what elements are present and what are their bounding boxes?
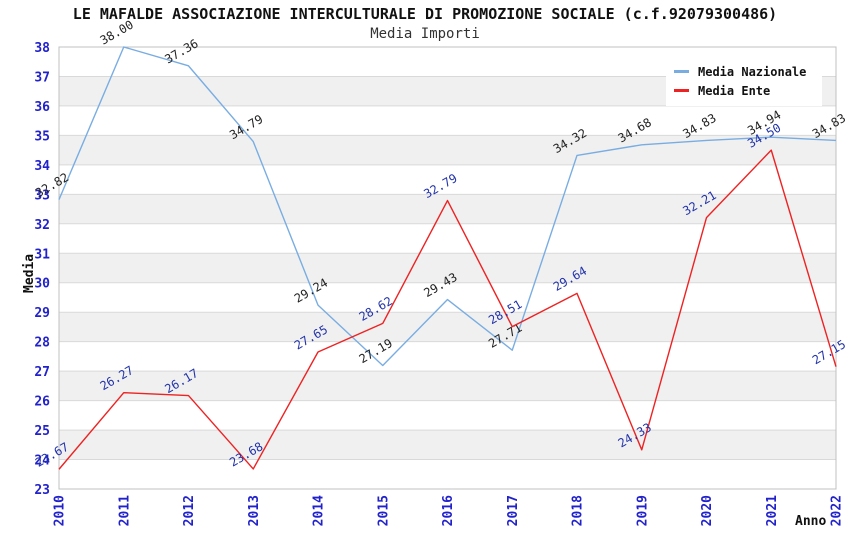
- plot-band: [59, 164, 836, 195]
- legend-label-media-nazionale: Media Nazionale: [698, 64, 807, 79]
- plot-band: [59, 223, 836, 254]
- legend-item-media-nazionale: Media Nazionale: [674, 62, 822, 81]
- x-tick-label: 2013: [247, 495, 262, 526]
- x-tick-label: 2021: [765, 495, 780, 526]
- plot-band: [59, 430, 836, 460]
- x-tick-label: 2017: [506, 495, 521, 526]
- x-tick-label: 2022: [830, 495, 845, 526]
- plot-band: [59, 459, 836, 489]
- legend: Media Nazionale Media Ente: [666, 58, 822, 106]
- legend-swatch-media-nazionale: [674, 70, 689, 73]
- x-tick-label: 2012: [182, 495, 197, 526]
- y-tick-label: 25: [34, 424, 50, 439]
- y-tick-label: 33: [34, 188, 50, 203]
- y-tick-label: 38: [34, 41, 50, 56]
- y-tick-label: 32: [34, 218, 50, 233]
- series-line-media-nazionale: [58, 46, 837, 367]
- y-tick-label: 37: [34, 70, 50, 85]
- y-tick-label: 29: [34, 306, 50, 321]
- plot-band: [59, 105, 836, 136]
- plot-band: [59, 253, 836, 283]
- plot-band: [59, 282, 836, 313]
- series-line-media-ente: [58, 149, 837, 470]
- y-tick-label: 26: [34, 395, 50, 410]
- x-tick-label: 2020: [700, 495, 715, 526]
- legend-item-media-ente: Media Ente: [674, 81, 822, 100]
- x-tick-label: 2015: [376, 495, 391, 526]
- plot-band: [59, 400, 836, 431]
- chart-title: LE MAFALDE ASSOCIAZIONE INTERCULTURALE D…: [72, 5, 778, 23]
- point-label-media-nazionale: 38.00: [98, 17, 136, 47]
- y-tick-label: 31: [34, 247, 50, 262]
- y-tick-label: 36: [34, 100, 50, 115]
- legend-label-media-ente: Media Ente: [698, 83, 771, 98]
- x-tick-label: 2014: [312, 495, 327, 526]
- y-axis-title: Media: [22, 253, 37, 293]
- plot-border: [58, 46, 837, 490]
- legend-swatch-media-ente: [674, 89, 689, 92]
- y-tick-label: 30: [34, 277, 50, 292]
- y-tick-label: 28: [34, 336, 50, 351]
- y-tick-label: 27: [34, 365, 50, 380]
- plot-band: [59, 312, 836, 342]
- x-tick-label: 2019: [635, 495, 650, 526]
- x-tick-label: 2010: [53, 495, 68, 526]
- y-tick-label: 23: [34, 483, 50, 498]
- x-tick-label: 2016: [441, 495, 456, 526]
- y-tick-label: 24: [34, 454, 50, 469]
- x-tick-label: 2011: [117, 495, 132, 526]
- plot-band: [59, 341, 836, 372]
- x-axis-title: Anno: [795, 514, 827, 529]
- chart-subtitle: Media Importi: [370, 26, 480, 42]
- plot-band: [59, 194, 836, 224]
- y-tick-label: 35: [34, 129, 50, 144]
- y-tick-label: 34: [34, 159, 50, 174]
- x-tick-label: 2018: [571, 495, 586, 526]
